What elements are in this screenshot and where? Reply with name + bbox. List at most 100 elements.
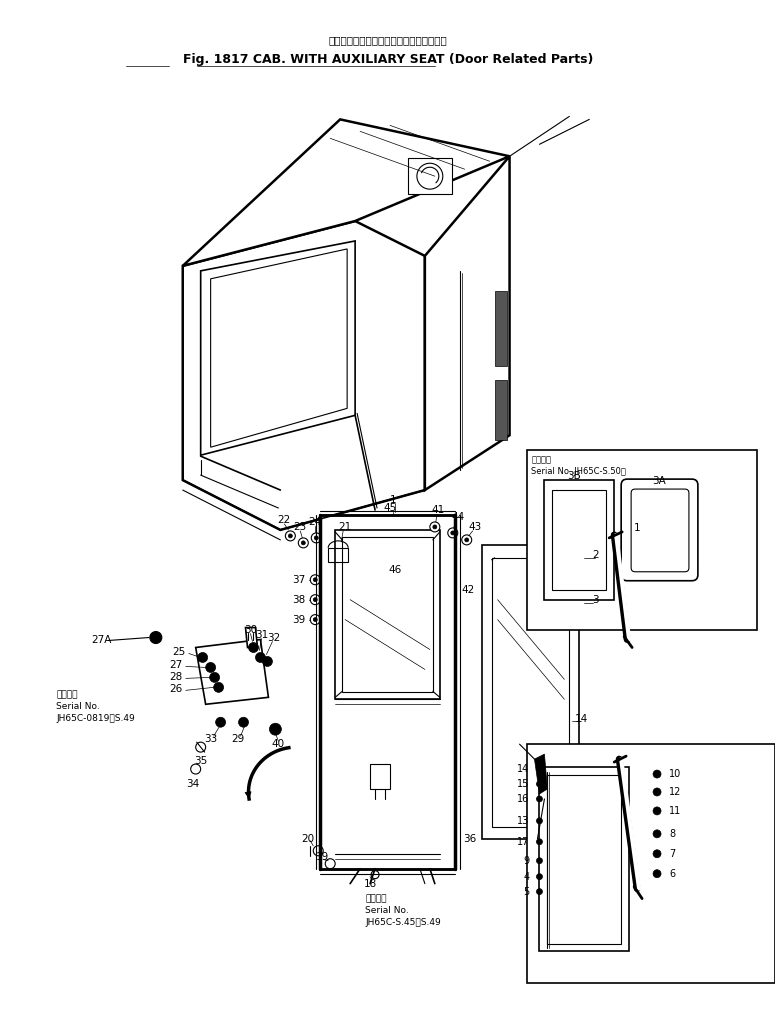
Text: 45: 45 [383, 503, 397, 513]
Circle shape [314, 617, 317, 621]
Text: JH65C-S.45～S.49: JH65C-S.45～S.49 [365, 918, 441, 927]
Circle shape [325, 859, 335, 869]
Text: 11: 11 [669, 806, 681, 816]
Bar [539, 767, 629, 951]
Text: 41: 41 [431, 505, 445, 515]
Text: 1: 1 [390, 495, 397, 505]
Text: 5: 5 [523, 887, 529, 896]
Text: 23: 23 [293, 522, 307, 532]
Circle shape [314, 578, 317, 582]
Text: 44: 44 [451, 512, 464, 522]
Circle shape [417, 163, 443, 189]
Text: 31: 31 [255, 629, 268, 639]
Polygon shape [342, 537, 433, 692]
Circle shape [465, 538, 469, 542]
Circle shape [213, 682, 223, 692]
Circle shape [536, 874, 542, 880]
Text: Fig. 1817 CAB. WITH AUXILIARY SEAT (Door Related Parts): Fig. 1817 CAB. WITH AUXILIARY SEAT (Door… [183, 53, 593, 66]
FancyBboxPatch shape [621, 479, 698, 581]
Circle shape [314, 536, 318, 540]
Text: 適用号機: 適用号機 [56, 690, 78, 699]
Circle shape [262, 657, 272, 667]
Text: 39: 39 [292, 615, 305, 624]
Bar [547, 775, 621, 944]
Text: 10: 10 [669, 769, 681, 780]
Circle shape [430, 522, 440, 532]
Bar [408, 158, 452, 194]
Text: 3: 3 [592, 595, 598, 605]
Circle shape [150, 631, 162, 644]
Polygon shape [545, 480, 614, 600]
Text: 27A: 27A [91, 634, 112, 645]
Circle shape [653, 830, 661, 837]
Circle shape [310, 615, 320, 624]
Polygon shape [182, 120, 510, 266]
Text: 6: 6 [669, 869, 675, 879]
Polygon shape [201, 241, 355, 455]
Text: 32: 32 [267, 632, 280, 642]
Text: 24: 24 [309, 517, 322, 527]
Polygon shape [182, 221, 425, 530]
Text: 27: 27 [169, 661, 182, 671]
Text: JH65C-0819～S.49: JH65C-0819～S.49 [56, 714, 135, 723]
Text: Serial No. JH65C-S.50～: Serial No. JH65C-S.50～ [532, 467, 626, 476]
Circle shape [536, 838, 542, 844]
Polygon shape [245, 627, 258, 648]
Text: 33: 33 [204, 734, 217, 744]
Text: 40: 40 [272, 739, 285, 749]
Text: 9: 9 [523, 856, 529, 866]
Text: 34: 34 [186, 779, 199, 789]
Text: 25: 25 [172, 648, 185, 658]
Circle shape [536, 781, 542, 787]
Text: 3B: 3B [567, 471, 581, 481]
Text: 21: 21 [338, 522, 352, 532]
Circle shape [191, 764, 201, 774]
Circle shape [653, 788, 661, 796]
Text: 適用号機: 適用号機 [365, 894, 386, 903]
Circle shape [289, 534, 293, 538]
Text: 19: 19 [316, 852, 329, 862]
Circle shape [653, 870, 661, 878]
Text: 12: 12 [669, 787, 681, 797]
Polygon shape [320, 515, 455, 869]
Circle shape [301, 541, 305, 545]
Polygon shape [196, 639, 268, 704]
Circle shape [314, 845, 324, 856]
Text: 15: 15 [517, 779, 529, 789]
Circle shape [433, 525, 437, 529]
Text: 42: 42 [461, 585, 474, 595]
Polygon shape [492, 558, 570, 827]
Polygon shape [335, 530, 440, 699]
Text: 20: 20 [302, 833, 315, 843]
Circle shape [248, 642, 258, 653]
Text: 7: 7 [669, 849, 675, 859]
Text: キャブ、補　助　席　付（ドア関連部品）: キャブ、補 助 席 付（ドア関連部品） [328, 35, 448, 45]
Text: 18: 18 [363, 879, 376, 889]
Circle shape [255, 653, 265, 663]
Circle shape [311, 533, 321, 543]
Circle shape [371, 871, 379, 879]
Circle shape [448, 528, 458, 538]
Text: 14: 14 [518, 764, 529, 774]
Circle shape [536, 818, 542, 824]
Text: 28: 28 [169, 672, 182, 682]
Text: 30: 30 [244, 624, 257, 634]
Text: 1: 1 [634, 523, 640, 533]
Text: 17: 17 [517, 836, 529, 847]
Text: 46: 46 [388, 564, 402, 574]
Text: Serial No.: Serial No. [56, 701, 100, 710]
Text: 適用号機: 適用号機 [532, 456, 552, 465]
Circle shape [653, 850, 661, 858]
Circle shape [269, 724, 282, 735]
Text: Serial No.: Serial No. [365, 906, 409, 916]
Circle shape [298, 538, 308, 548]
Bar [494, 290, 507, 365]
Polygon shape [210, 249, 347, 448]
Circle shape [238, 718, 248, 727]
Text: 37: 37 [292, 574, 305, 585]
Text: 36: 36 [463, 833, 476, 843]
Circle shape [653, 807, 661, 815]
Circle shape [216, 718, 226, 727]
Text: 29: 29 [231, 734, 244, 744]
Text: 22: 22 [277, 515, 290, 525]
